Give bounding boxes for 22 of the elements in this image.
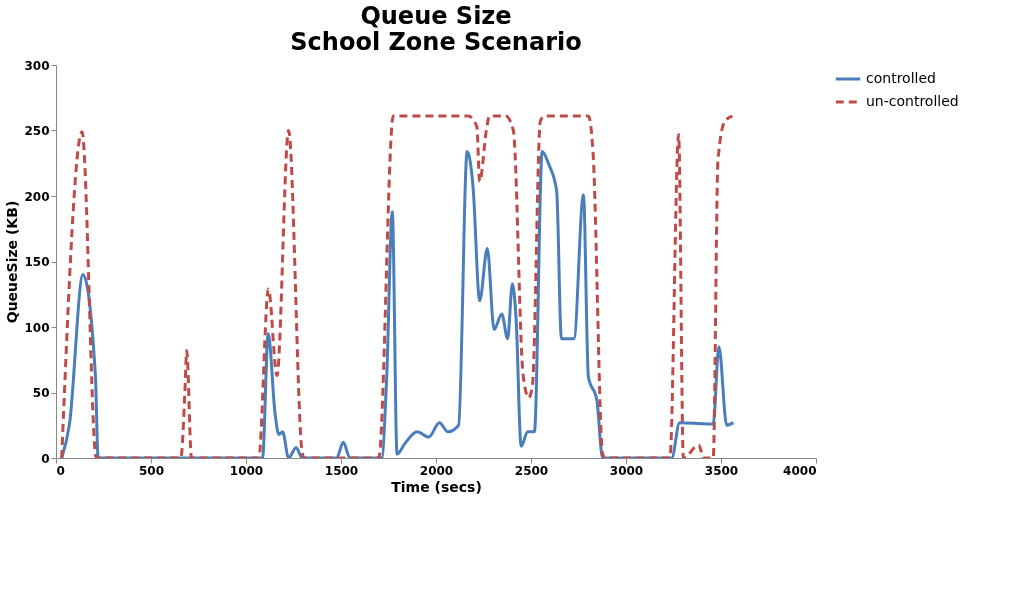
x-tick-label: 0 — [56, 463, 65, 478]
y-tick-label: 100 — [24, 320, 50, 335]
legend-label: controlled — [866, 70, 936, 86]
x-tick-label: 2000 — [419, 463, 454, 478]
x-axis-title: Time (secs) — [391, 478, 482, 495]
x-tick-label: 3000 — [609, 463, 644, 478]
y-axis-title: QueueSize (KB) — [4, 200, 21, 324]
y-tick-label: 300 — [24, 58, 50, 73]
text: Queue Size — [360, 2, 512, 30]
y-tick-label: 200 — [24, 189, 50, 204]
x-tick-label: 1500 — [324, 463, 359, 478]
x-tick-label: 500 — [138, 463, 165, 478]
y-tick-label: 150 — [24, 255, 50, 269]
x-tick-label: 3500 — [704, 463, 739, 478]
y-tick-label: 50 — [32, 386, 50, 400]
y-tick-label: 0 — [41, 451, 50, 466]
text: School Zone Scenario — [290, 28, 582, 56]
x-tick-label: 4000 — [783, 463, 817, 478]
x-tick-label: 2500 — [514, 463, 549, 478]
x-tick-label: 1000 — [229, 463, 264, 478]
y-tick-label: 250 — [24, 124, 50, 138]
legend-label: un-controlled — [866, 93, 959, 109]
